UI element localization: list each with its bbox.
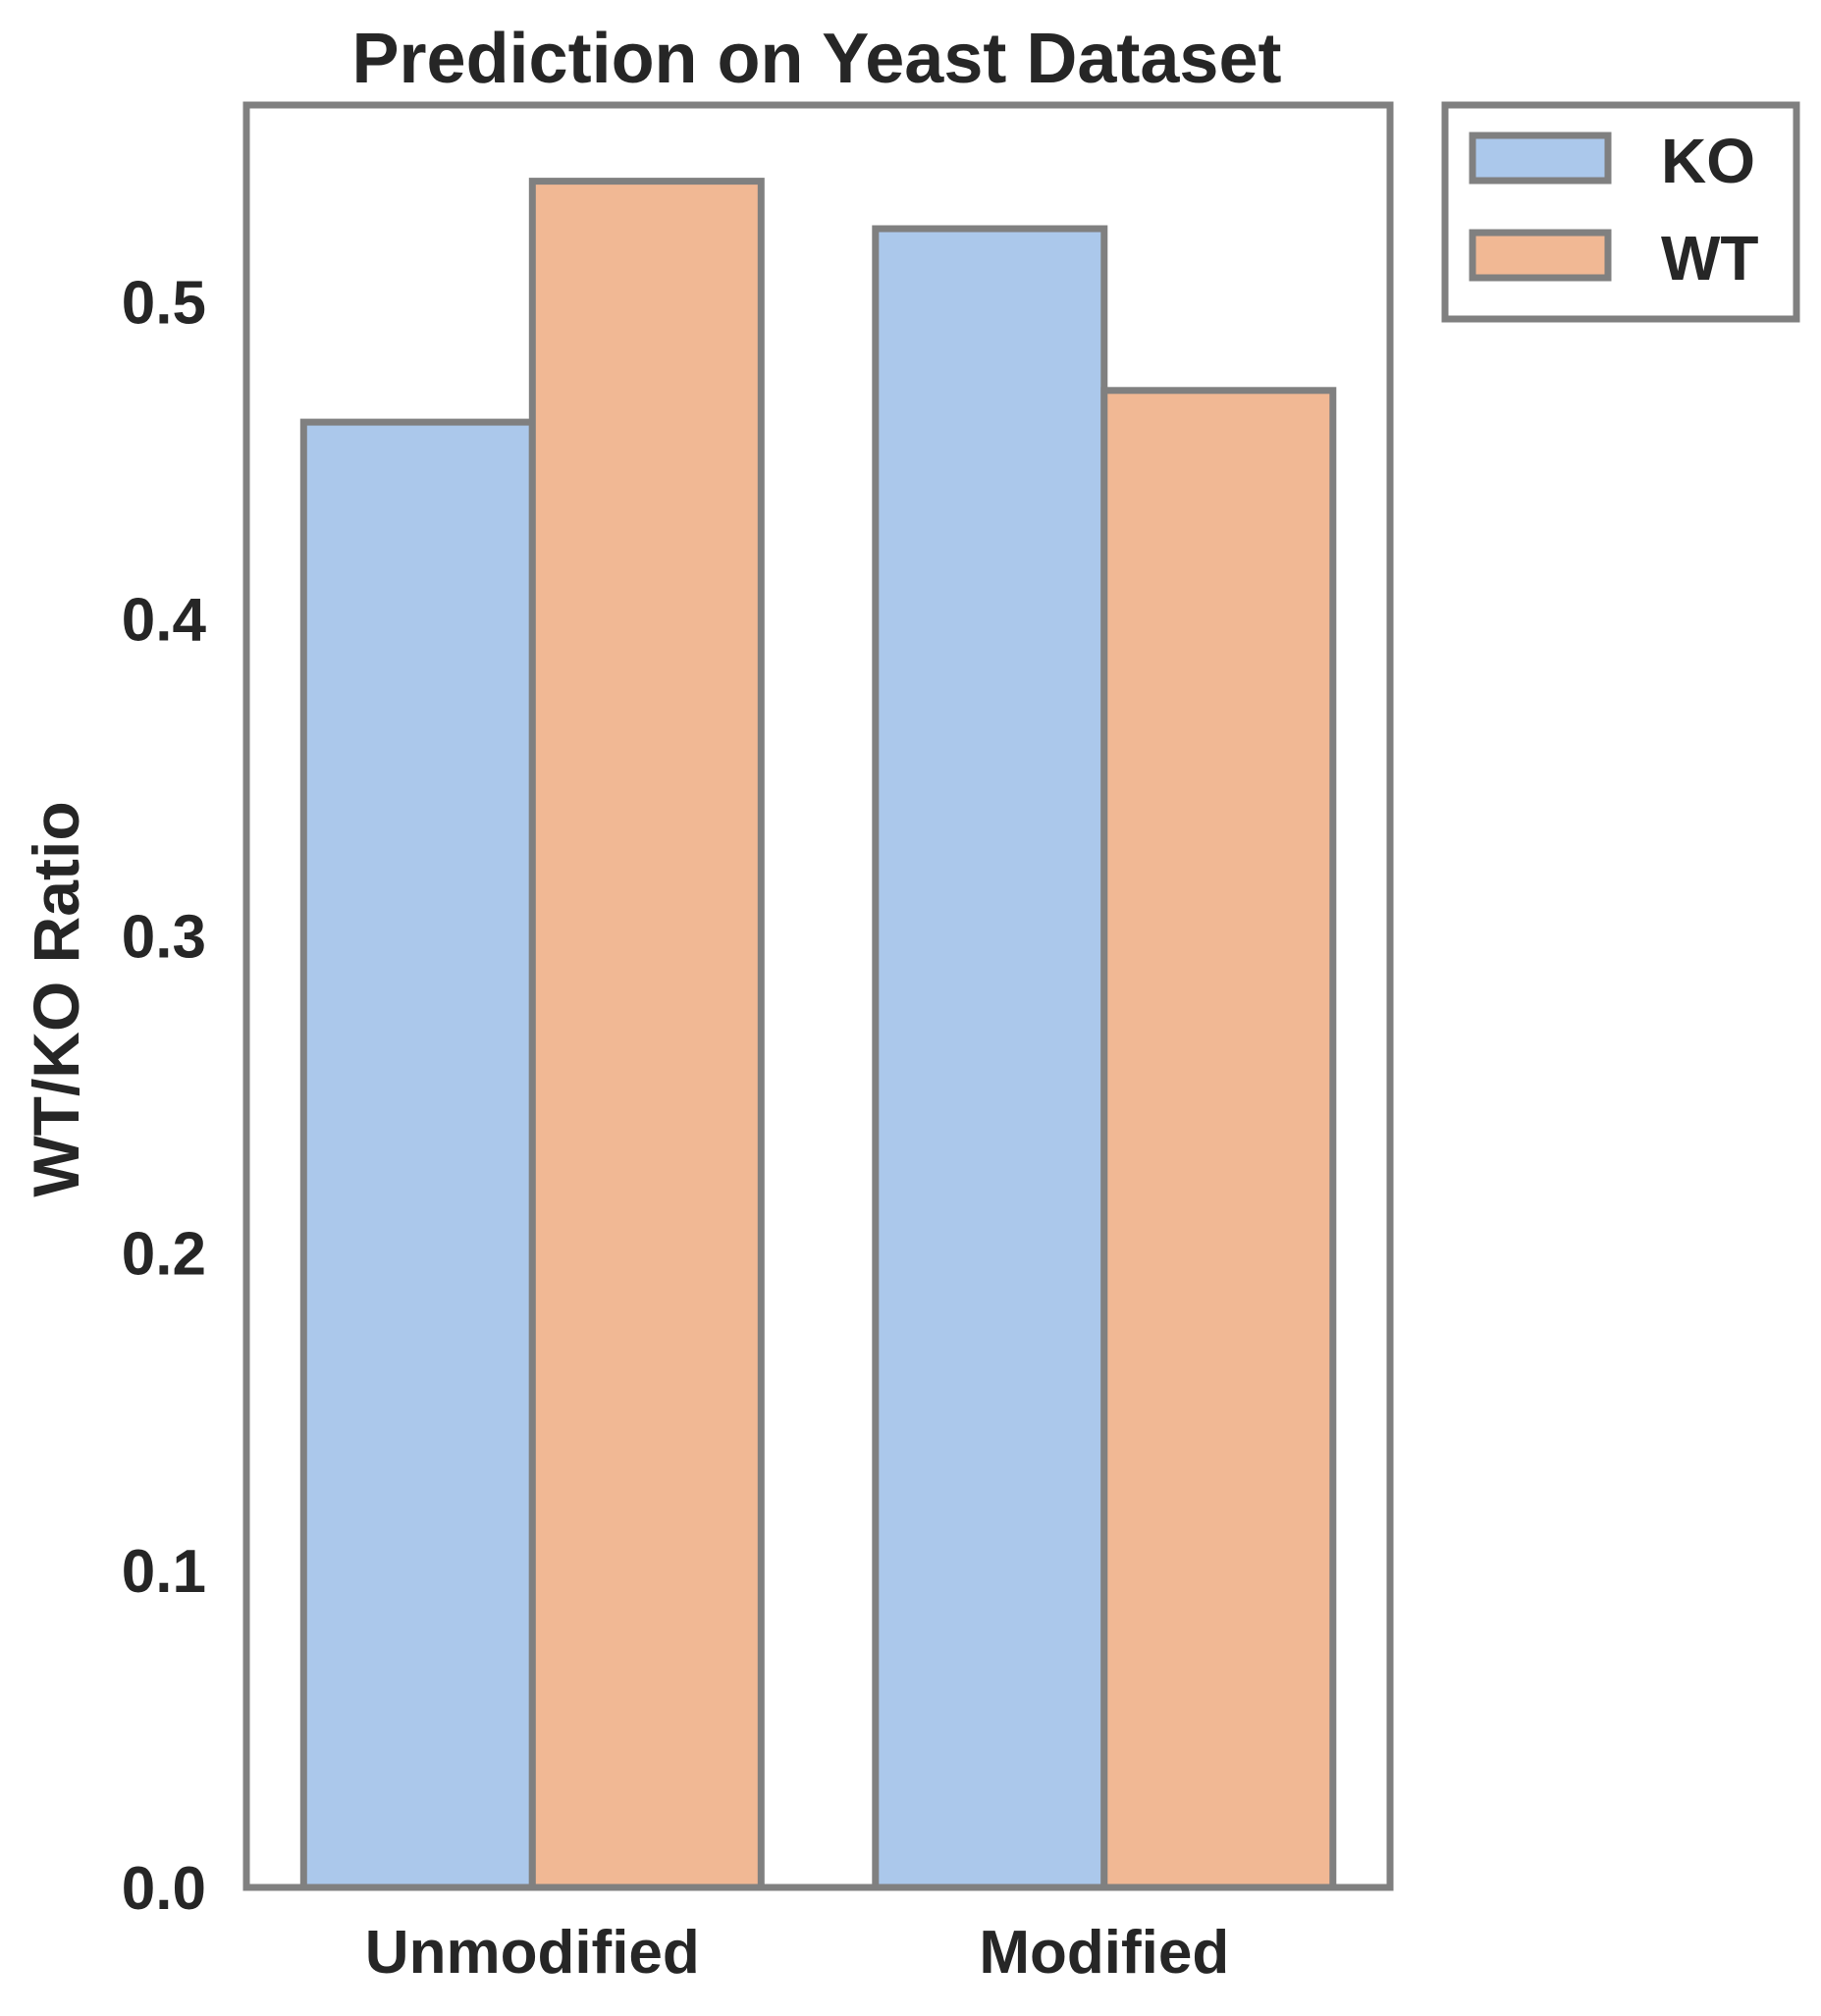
y-tick-label: 0.0 (122, 1855, 206, 1923)
y-tick-label: 0.4 (122, 587, 207, 655)
y-axis-label: WT/KO Ratio (20, 801, 92, 1196)
bar-wt-modified (1100, 387, 1337, 1891)
legend-frame (1441, 101, 1800, 323)
legend-label-wt: WT (1661, 223, 1759, 293)
bar-ko-unmodified (299, 418, 536, 1891)
y-tick-label: 0.2 (122, 1221, 206, 1289)
chart-title: Prediction on Yeast Dataset (351, 20, 1281, 98)
bar-ko-modified (872, 225, 1108, 1891)
bar-wt-unmodified (528, 178, 765, 1891)
y-tick-label: 0.3 (122, 904, 206, 972)
plot-frame (242, 101, 1394, 1891)
y-tick-label: 0.1 (122, 1538, 206, 1606)
y-tick-labels: 0.0 0.1 0.2 0.3 0.4 0.5 (122, 269, 207, 1923)
legend-swatch-wt (1469, 229, 1612, 282)
x-tick-label: Modified (979, 1919, 1229, 1987)
legend-swatch-ko (1469, 132, 1612, 185)
x-tick-label: Unmodified (365, 1919, 700, 1987)
x-tick-labels: Unmodified Modified (365, 1919, 1229, 1987)
legend-label-ko: KO (1661, 126, 1755, 196)
legend: KO WT (1441, 101, 1800, 323)
y-tick-label: 0.5 (122, 269, 206, 337)
bars-group (299, 178, 1337, 1891)
